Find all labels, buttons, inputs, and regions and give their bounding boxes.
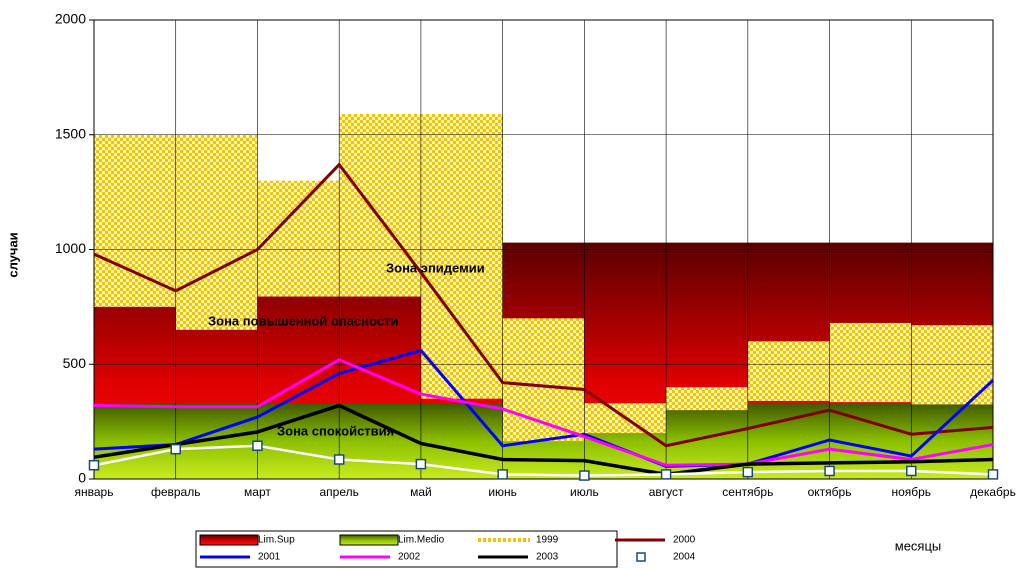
line [93,357,994,467]
legend-swatch [636,552,646,562]
legend-label: 2004 [673,552,696,563]
legend-label: 2000 [673,535,696,546]
marker [660,469,672,480]
marker [88,459,100,471]
pattern-block [257,180,340,297]
x-tick-label: октябрь [808,485,852,499]
legend-label: 2002 [398,552,421,563]
x-tick-label: июль [570,485,599,499]
marker [170,443,181,455]
legend-label: 1999 [536,535,559,546]
plot-border [93,19,994,480]
pattern-block [502,318,585,442]
x-tick-label: февраль [151,485,201,499]
y-tick-label: 0 [78,470,86,486]
marker [497,469,508,480]
marker [906,465,917,477]
x-tick-label: декабрь [970,485,1016,499]
y-axis-label: случаи [5,232,20,277]
x-tick-label: август [649,485,684,499]
legend-box [195,530,618,568]
pattern-block [747,341,830,401]
marker [824,465,835,477]
y-tick-label: 1000 [55,240,86,256]
annotation: Зона эпидемии [386,260,485,275]
marker [252,440,263,451]
x-axis-label: месяцы [895,538,942,553]
legend-label: 2003 [536,552,559,563]
pattern-block [420,114,503,399]
annotation: Зона повышенной опасности [208,313,398,328]
legend-label: Lim.Medio [398,535,445,546]
pattern-block [339,114,421,297]
legend-label: Lim.Sup [258,535,295,546]
x-tick-label: март [244,485,271,499]
pattern-block [175,134,258,330]
marker [579,470,590,481]
marker [742,466,754,478]
annotation: Зона спокойствия [277,423,394,438]
x-tick-label: июнь [488,485,517,499]
legend-swatch [199,534,259,546]
x-tick-label: май [410,485,432,499]
line [93,403,994,477]
pattern-block [981,329,993,405]
x-tick-label: январь [75,485,114,499]
line [93,162,994,448]
marker [333,454,345,465]
x-tick-label: апрель [319,485,358,499]
legend-label: 2001 [258,552,281,563]
y-tick-label: 2000 [55,11,86,27]
marker [987,469,999,480]
pattern-block [829,322,912,403]
x-tick-label: сентябрь [722,485,773,499]
line [93,348,995,468]
x-tick-label: ноябрь [891,485,931,499]
legend-swatch [339,534,399,546]
pattern-block [94,134,176,307]
pattern-block [666,387,748,411]
marker [415,458,427,470]
y-tick-label: 1500 [55,125,86,141]
y-tick-label: 500 [63,355,87,371]
line [93,444,994,477]
